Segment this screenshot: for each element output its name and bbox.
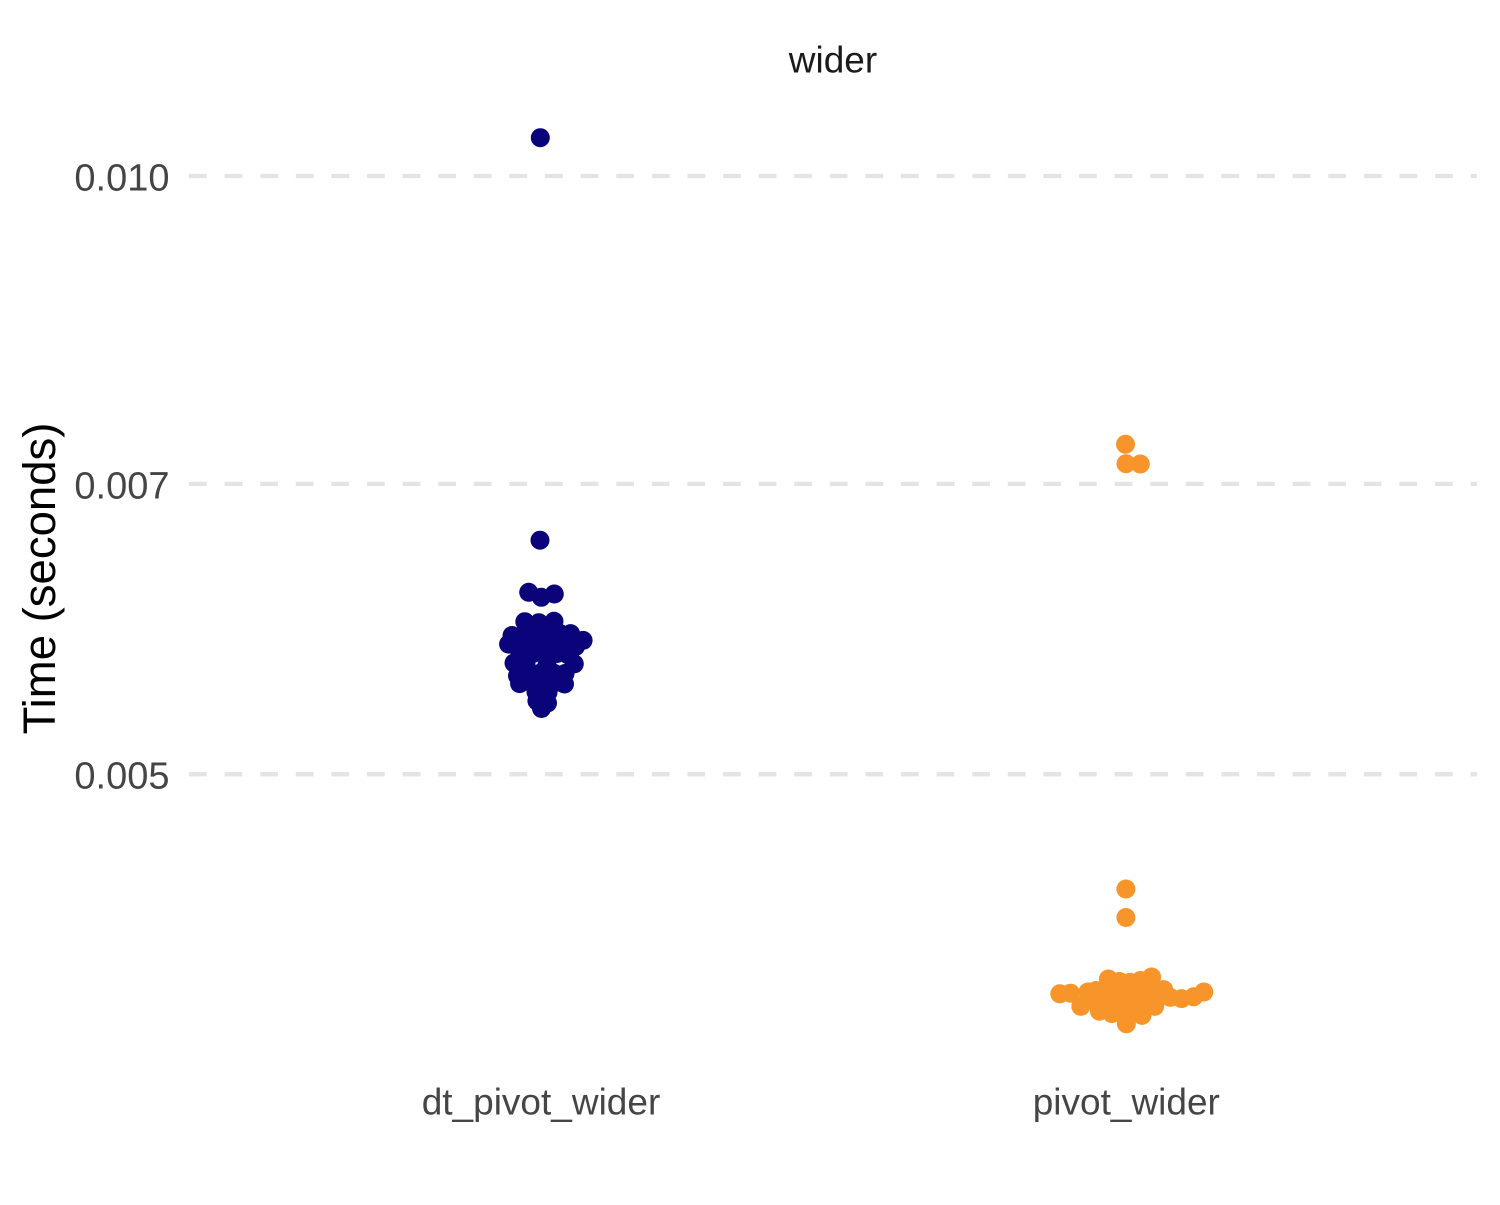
svg-text:pivot_wider: pivot_wider: [1033, 1082, 1220, 1123]
svg-text:0.010: 0.010: [74, 157, 169, 199]
svg-text:dt_pivot_wider: dt_pivot_wider: [422, 1082, 661, 1123]
svg-text:0.007: 0.007: [74, 465, 169, 507]
svg-text:0.005: 0.005: [74, 756, 169, 798]
svg-text:Time (seconds): Time (seconds): [14, 423, 65, 735]
svg-text:wider: wider: [788, 40, 877, 81]
